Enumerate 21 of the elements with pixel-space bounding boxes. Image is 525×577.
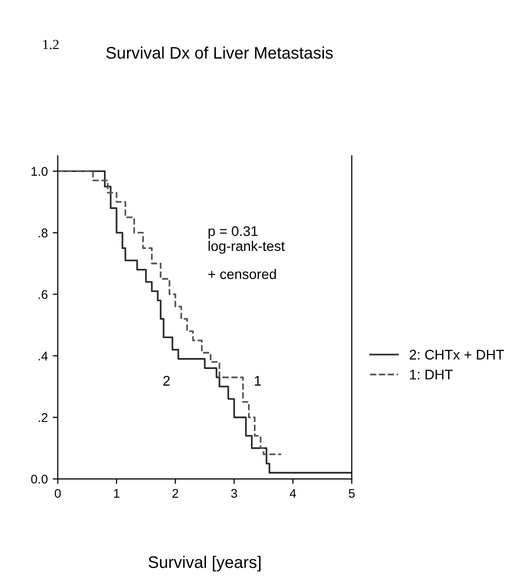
x-tick-label: 1: [114, 489, 120, 498]
y-tick-label: .8: [38, 228, 48, 238]
x-tick-label: 0: [54, 488, 61, 498]
x-tick-label: 3: [231, 488, 238, 498]
annotation: 1: [254, 376, 261, 386]
annotation: 2: [163, 376, 170, 386]
y-tick-label: 1.0: [32, 166, 48, 176]
y-tick-label: .4: [38, 352, 48, 360]
annotation: + censored: [208, 268, 276, 280]
legend-label: 2: CHTx + DHT: [410, 350, 504, 360]
annotation: p = 0.31 log-rank-test: [208, 226, 285, 254]
legend-label: 1: DHT: [410, 370, 453, 380]
text: 1.2: [43, 40, 59, 50]
y-tick-label: 0.0: [31, 474, 48, 484]
x-tick-label: 4: [290, 489, 296, 498]
y-tick-label: .6: [38, 290, 48, 299]
x-tick-label: 2: [172, 488, 178, 498]
x-tick-label: 5: [348, 489, 355, 498]
y-tick-label: .2: [38, 413, 48, 422]
chart-title: Survival Dx of Liver Metastasis: [106, 46, 333, 59]
x-axis-title: Survival [years]: [148, 556, 261, 572]
